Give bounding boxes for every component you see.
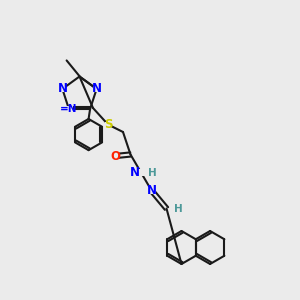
Text: H: H — [174, 203, 183, 214]
Text: H: H — [148, 167, 156, 178]
Bar — [136, 169, 146, 176]
Bar — [105, 122, 111, 128]
Text: N: N — [57, 82, 68, 95]
Bar — [147, 187, 156, 194]
Bar — [93, 85, 100, 92]
Text: O: O — [110, 149, 121, 163]
Text: N: N — [146, 184, 157, 197]
Text: N: N — [130, 166, 140, 179]
Text: =N: =N — [60, 104, 78, 114]
Text: N: N — [92, 82, 102, 95]
Bar — [169, 205, 178, 212]
Bar — [64, 106, 74, 112]
Bar — [112, 153, 119, 159]
Text: S: S — [104, 118, 112, 131]
Bar — [58, 85, 66, 92]
